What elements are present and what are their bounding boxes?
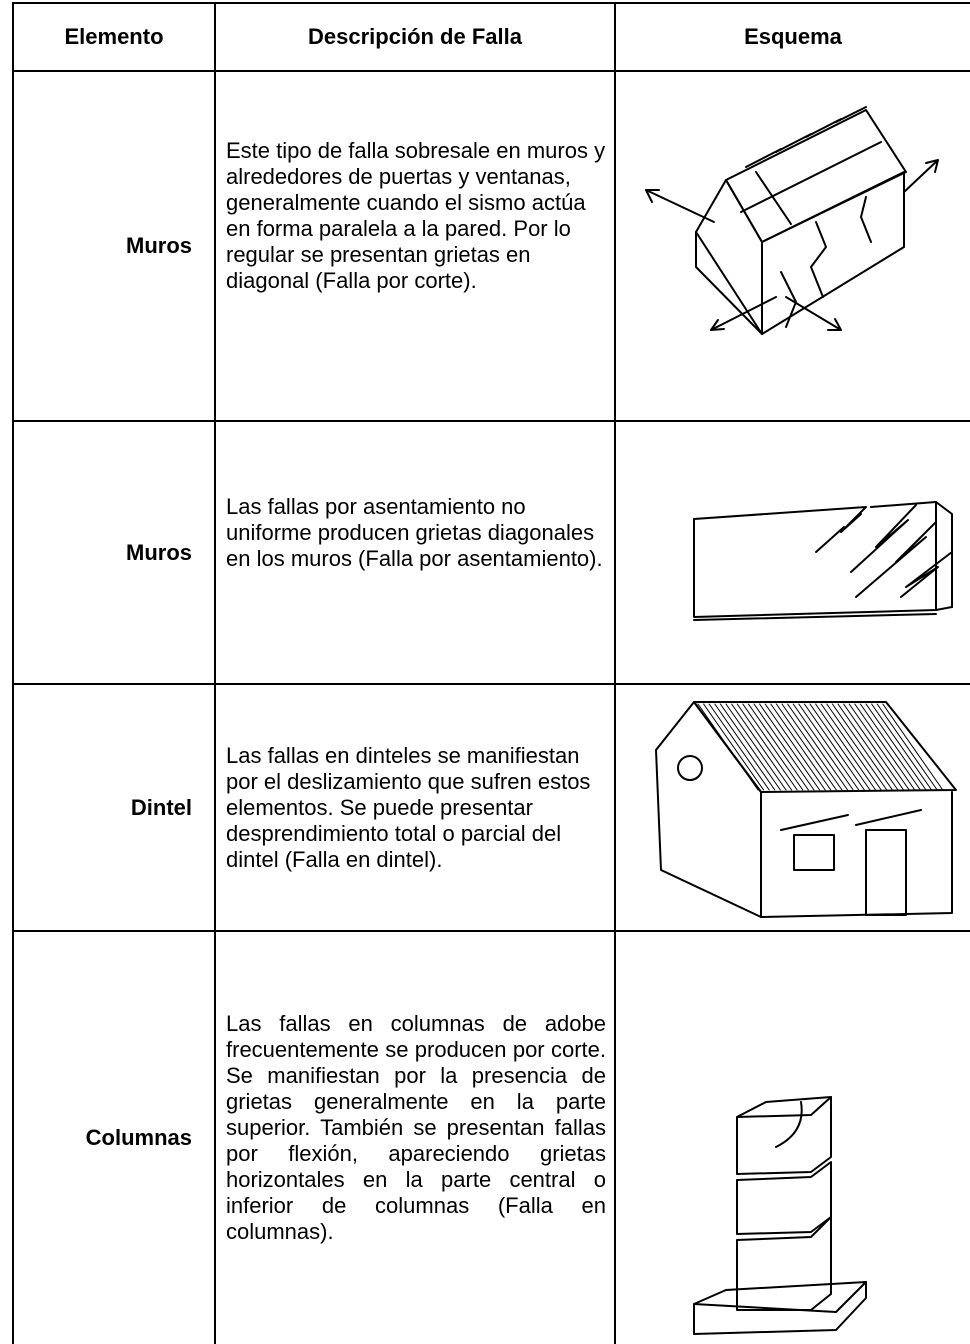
roof-hatch — [859, 703, 921, 791]
wall-outline — [693, 518, 953, 618]
base-edge — [693, 1281, 867, 1313]
sketch-cell — [614, 420, 970, 685]
crack — [775, 1101, 803, 1148]
roof-hatch — [792, 703, 854, 791]
sketch-cell — [614, 930, 970, 1344]
roof-hatch — [826, 703, 888, 791]
roof-hatch — [854, 703, 916, 791]
roof-hatch — [831, 703, 893, 791]
row: Muros Las fallas por asentamiento no uni… — [12, 420, 970, 685]
element: Dintel — [12, 683, 216, 932]
roof-hatch — [759, 703, 821, 791]
description: Las fallas por asentamiento no uniforme … — [214, 420, 616, 685]
header-cell: Descripción de Falla — [214, 2, 616, 72]
window — [793, 834, 835, 871]
roof-hatch — [820, 703, 882, 791]
roof-hatch — [736, 703, 798, 791]
wall-top — [693, 506, 867, 520]
roof-tile — [745, 106, 867, 168]
front-wall — [760, 791, 953, 918]
element: Muros — [12, 70, 216, 422]
wall-edge — [695, 231, 763, 335]
row: Muros Este tipo de falla sobresale en mu… — [12, 70, 970, 422]
long-wall — [761, 171, 905, 335]
roof-hatch — [865, 703, 927, 791]
row: Columnas Las fallas en columnas de adobe… — [12, 930, 970, 1344]
header-cell: Elemento — [12, 2, 216, 72]
roof-hatch — [747, 703, 809, 791]
door — [865, 829, 907, 916]
lintel-beam — [855, 809, 922, 826]
element: Columnas — [12, 930, 216, 1344]
roof-hatch — [803, 703, 865, 791]
roof-hatch — [848, 703, 910, 791]
failure-table: Elemento Descripción de Falla Esquema Mu… — [12, 2, 970, 1344]
roof-hatch — [753, 703, 815, 791]
roof-hatch — [770, 703, 832, 791]
arrow — [785, 296, 842, 331]
ground — [693, 613, 937, 621]
roof-hatch — [871, 703, 933, 791]
roof-hatch — [809, 703, 871, 791]
roof-hatch — [781, 703, 843, 791]
crack — [815, 504, 953, 598]
roof-hatch — [798, 703, 860, 791]
wall-top — [870, 501, 953, 608]
description: Las fallas en dinteles se manifiestan po… — [214, 683, 616, 932]
vent — [677, 755, 703, 781]
roof-hatch — [843, 703, 905, 791]
sketch-column — [693, 1096, 867, 1335]
roof-hatch — [708, 703, 770, 791]
roof-hatch — [703, 703, 765, 791]
row: Dintel Las fallas en dinteles se manifie… — [12, 683, 970, 932]
sketch-cell — [614, 70, 970, 422]
header-row: Elemento Descripción de Falla Esquema — [12, 2, 970, 72]
roof-hatch — [742, 703, 804, 791]
roof-hatch — [815, 703, 877, 791]
sketch-cell — [614, 683, 970, 932]
sketch-settlement — [693, 501, 953, 621]
block — [736, 1216, 832, 1311]
description: Las fallas en columnas de adobe frecuent… — [214, 930, 616, 1344]
roof-line — [755, 171, 792, 225]
roof-hatch — [837, 703, 899, 791]
roof-hatch — [882, 703, 944, 791]
block-edge — [736, 1096, 832, 1118]
gable-wall — [655, 749, 762, 918]
roof-line — [740, 141, 882, 213]
roof-hatch — [764, 703, 826, 791]
lintel-beam — [780, 814, 849, 831]
arrow — [645, 189, 715, 223]
roof-hatch — [697, 703, 759, 791]
arrow — [710, 296, 777, 331]
roof-hatch — [714, 703, 776, 791]
roof — [725, 109, 907, 243]
gable-wall — [695, 179, 763, 335]
block — [736, 1096, 832, 1175]
arrow — [903, 159, 939, 193]
header-cell: Esquema — [614, 2, 970, 72]
base — [693, 1281, 867, 1335]
roof-hatch — [787, 703, 849, 791]
roof-hatch — [775, 703, 837, 791]
sketch-lintel — [655, 701, 957, 918]
sketch-shear-wall — [645, 106, 939, 335]
crack — [780, 196, 872, 328]
roof-hatch — [725, 703, 787, 791]
roof-hatch — [876, 703, 938, 791]
element: Muros — [12, 420, 216, 685]
block — [736, 1161, 832, 1235]
roof-hatch — [731, 703, 793, 791]
roof-hatch — [719, 703, 781, 791]
description: Este tipo de falla sobresale en muros y … — [214, 70, 616, 422]
